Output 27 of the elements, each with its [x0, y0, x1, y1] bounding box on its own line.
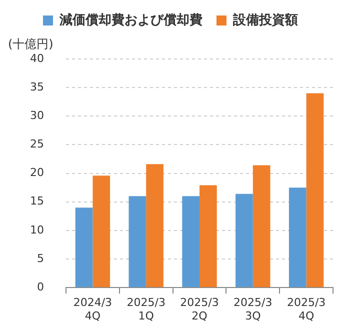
- y-tick-label: 20: [30, 166, 44, 180]
- x-tick-label: 2025/3 2Q: [180, 296, 219, 322]
- bar: [75, 208, 93, 288]
- y-tick-label: 15: [30, 194, 44, 208]
- bar: [252, 165, 270, 288]
- legend-label: 減価償却費および償却費: [58, 12, 202, 28]
- bar: [288, 188, 306, 288]
- y-tick-label: 5: [36, 252, 44, 265]
- x-tick-label: 2025/3 4Q: [286, 296, 326, 322]
- legend-label: 設備投資額: [232, 12, 298, 28]
- bar: [200, 185, 217, 288]
- y-tick-label: 30: [30, 109, 44, 122]
- y-axis-title: (十億円): [8, 37, 54, 52]
- y-tick-label: 25: [30, 138, 44, 151]
- bar: [306, 93, 324, 288]
- bar: [146, 164, 164, 288]
- bar: [92, 176, 110, 288]
- x-tick-label: 2025/3 3Q: [234, 296, 272, 322]
- bar: [236, 194, 253, 288]
- bar: [128, 196, 146, 288]
- y-tick-label: 0: [36, 280, 44, 294]
- x-tick-label: 2025/3 1Q: [126, 296, 166, 322]
- y-tick-label: 40: [30, 52, 44, 65]
- bar: [182, 196, 200, 288]
- y-tick-label: 10: [30, 223, 44, 236]
- x-tick-label: 2024/3 4Q: [73, 296, 112, 322]
- y-tick-label: 35: [30, 80, 44, 94]
